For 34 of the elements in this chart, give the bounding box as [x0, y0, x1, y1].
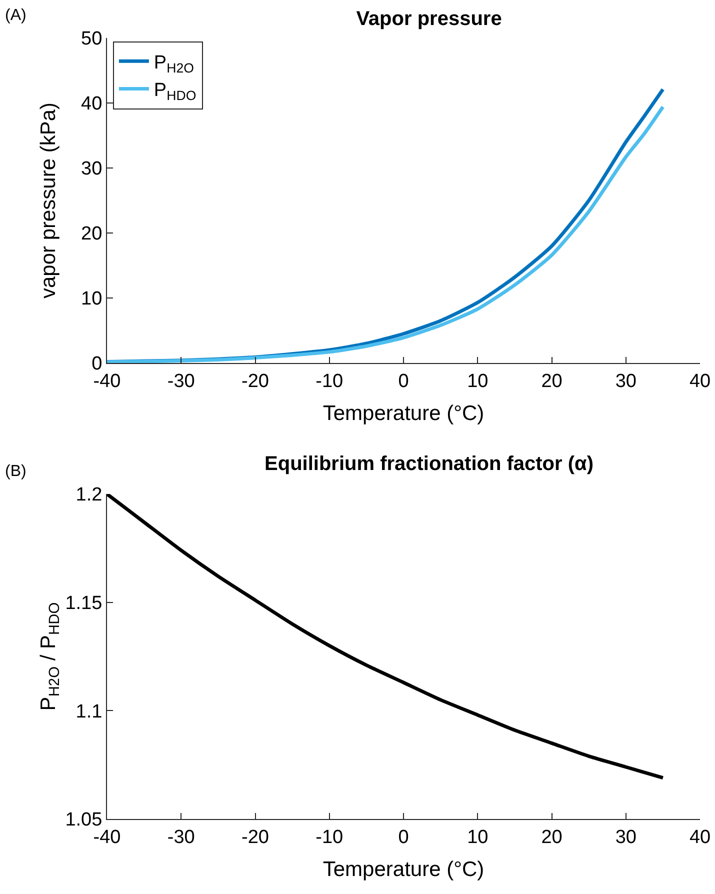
y-tick-label: 20 [81, 224, 102, 245]
y-tick-label: 1.15 [65, 592, 102, 614]
x-axis-title: Temperature (°C) [322, 402, 484, 425]
y-tick-label: 1.1 [76, 701, 102, 722]
x-tick-label: -20 [242, 370, 269, 392]
x-tick-label: -10 [316, 826, 344, 848]
x-tick-label: 40 [689, 370, 711, 392]
y-tick-label: 50 [81, 28, 102, 50]
x-tick-label: 20 [541, 370, 562, 392]
x-tick-label: 0 [398, 370, 409, 392]
x-axis-title: Temperature (°C) [322, 858, 484, 881]
y-axis-title: vapor pressure (kPa) [37, 102, 60, 299]
x-tick-label: 30 [615, 370, 636, 392]
y-tick-label: 30 [81, 158, 102, 180]
y-tick-label: 1.2 [76, 484, 102, 506]
x-tick-label: 30 [615, 826, 636, 848]
x-tick-label: -10 [316, 370, 344, 392]
legend-label: P$_{HDO}$ [154, 80, 196, 104]
y-tick-label: 10 [81, 288, 102, 310]
text: (A) [5, 7, 26, 24]
x-tick-label: 0 [398, 826, 409, 848]
chart-title: Vapor pressure [356, 8, 502, 30]
y-tick-label: 40 [81, 94, 102, 115]
x-tick-label: 40 [689, 826, 711, 848]
legend-label: P$_{H2O}$ [154, 52, 194, 76]
x-tick-label: 20 [541, 826, 562, 848]
x-tick-label: -30 [167, 826, 195, 848]
x-tick-label: 10 [467, 370, 488, 392]
x-tick-label: 10 [467, 826, 488, 848]
x-tick-label: -20 [242, 826, 269, 848]
text: (B) [5, 463, 26, 480]
line-series [107, 494, 665, 780]
chart-title: Equilibrium fractionation factor (α) [264, 452, 594, 475]
x-tick-label: -30 [167, 370, 195, 392]
